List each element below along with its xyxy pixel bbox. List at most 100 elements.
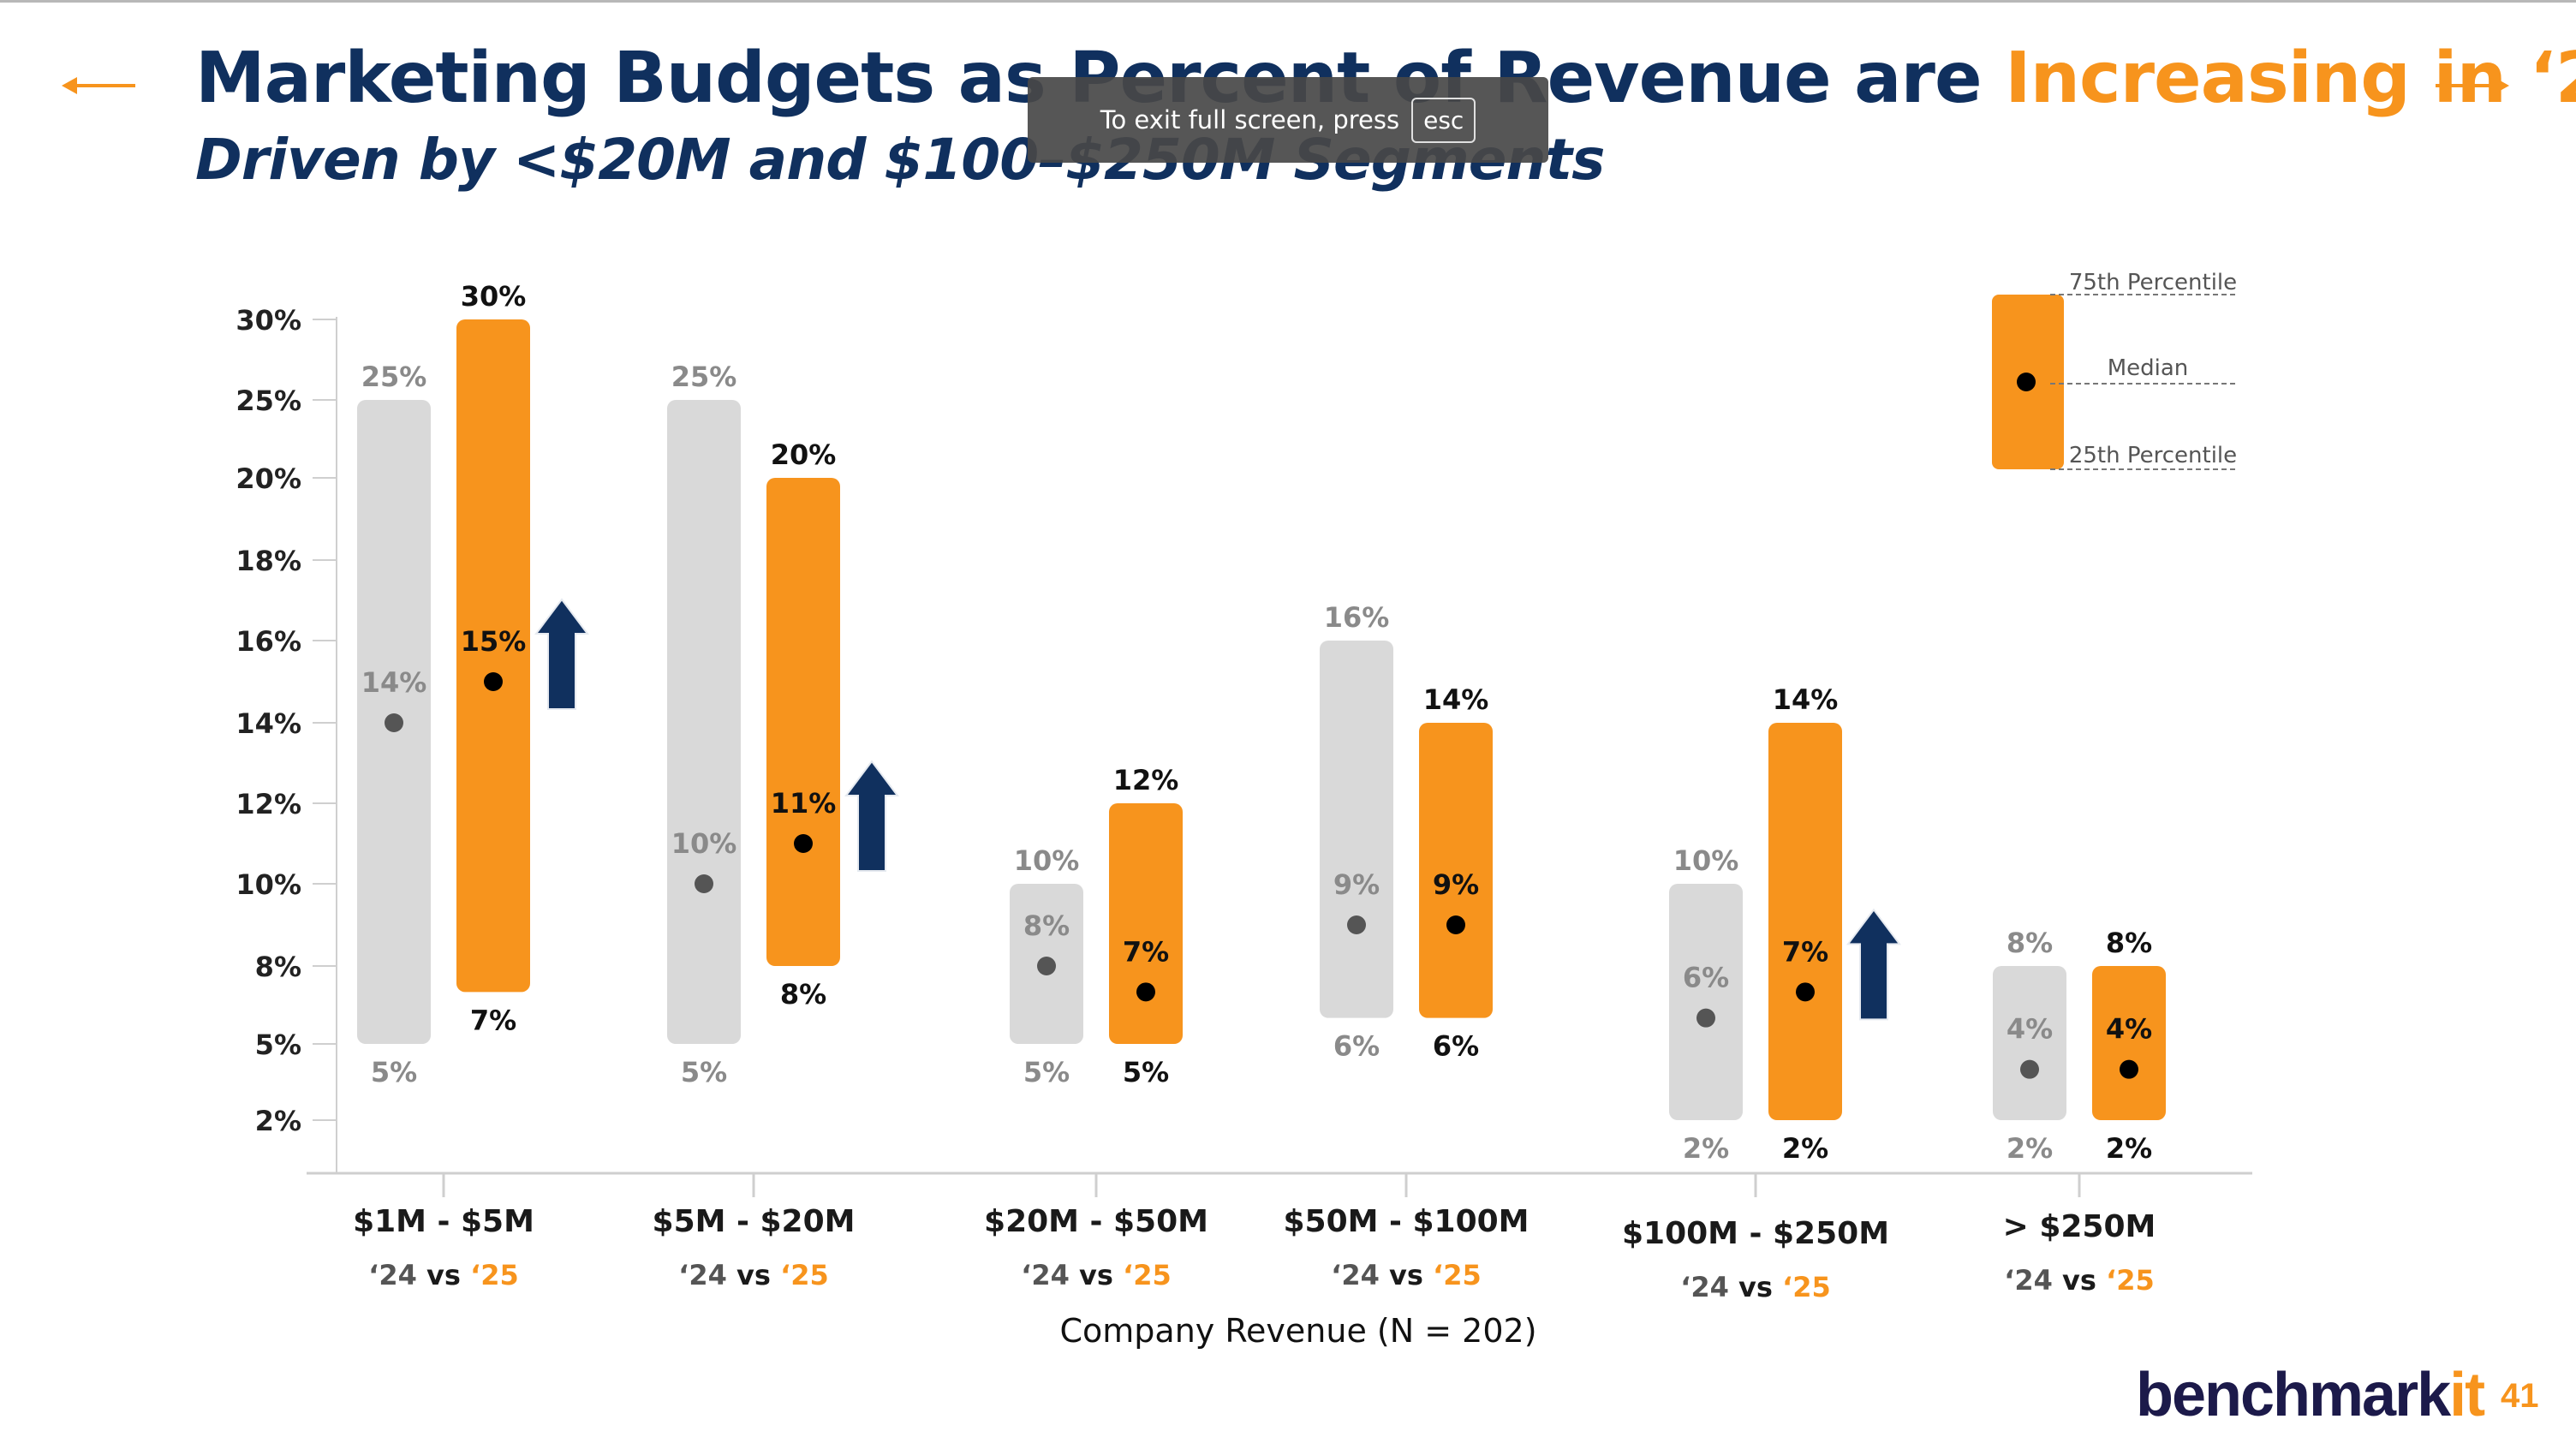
axis-layer: 30% 25% 20% 18% 16% 14% 12% 10% 8% 5% 2%: [236, 304, 2252, 1197]
p75-label: 25%: [671, 361, 737, 393]
p75-label: 12%: [1113, 764, 1179, 796]
median-label: 7%: [1782, 935, 1828, 968]
toast-text: To exit full screen, press: [1100, 105, 1400, 134]
range-bar-grey: [667, 400, 741, 1044]
legend-median-label: Median: [2108, 355, 2189, 381]
legend-median-dot: [2017, 373, 2036, 391]
category-label: $50M - $100M: [1284, 1204, 1530, 1239]
legend-p25-label: 25th Percentile: [2069, 443, 2237, 468]
range-bar-orange: [1109, 803, 1183, 1044]
y-tick-label: 2%: [255, 1105, 301, 1137]
p75-label: 8%: [2007, 927, 2053, 959]
title-highlight: Increasing in ‘25: [2005, 38, 2576, 119]
category-label: $100M - $250M: [1622, 1216, 1889, 1251]
y-tick-label: 16%: [236, 625, 301, 658]
category-label: $5M - $20M: [653, 1204, 856, 1239]
p25-label: 2%: [2106, 1132, 2152, 1165]
median-label: 6%: [1683, 962, 1729, 994]
comparison-year-2025: ‘25: [1123, 1259, 1172, 1291]
range-bar-orange: [1419, 723, 1493, 1018]
category-label: $1M - $5M: [353, 1204, 534, 1239]
x-axis-title: Company Revenue (N = 202): [1059, 1312, 1536, 1350]
comparison-label: ‘24 vs ‘25: [2004, 1264, 2155, 1297]
category-label: $20M - $50M: [984, 1204, 1208, 1239]
p25-label: 7%: [470, 1004, 516, 1036]
p25-label: 5%: [371, 1056, 417, 1088]
comparison-vs: vs: [1389, 1259, 1433, 1291]
comparison-label: ‘24 vs ‘25: [1021, 1259, 1172, 1291]
p75-label: 25%: [361, 361, 427, 393]
comparison-vs: vs: [2062, 1264, 2106, 1297]
comparison-year-2024: ‘24: [678, 1259, 736, 1291]
range-bar-grey: [1669, 884, 1743, 1120]
median-dot-orange: [484, 672, 503, 691]
increase-arrow-icon: [534, 598, 589, 710]
p75-label: 8%: [2106, 927, 2152, 959]
y-tick-label: 14%: [236, 707, 301, 740]
median-dot-orange: [1446, 915, 1465, 934]
y-tick-label: 25%: [236, 385, 301, 417]
median-dot-orange: [794, 834, 813, 853]
comparison-year-2025: ‘25: [1782, 1271, 1831, 1303]
median-dot-orange: [1796, 982, 1815, 1002]
median-label: 4%: [2007, 1013, 2053, 1046]
top-rule: [0, 0, 2576, 3]
arrow-right-icon[interactable]: [2432, 60, 2511, 111]
comparison-year-2025: ‘25: [780, 1259, 829, 1291]
labels-layer: $1M - $5M ‘24 vs ‘25 25% 5% 14% 30% 7% 15% $5M -…: [353, 280, 2156, 1350]
median-label: 14%: [361, 666, 427, 699]
p25-label: 5%: [1023, 1056, 1070, 1088]
p25-label: 2%: [1782, 1132, 1828, 1165]
comparison-label: ‘24 vs ‘25: [368, 1259, 519, 1291]
y-tick-label: 18%: [236, 545, 301, 577]
comparison-year-2024: ‘24: [1021, 1259, 1079, 1291]
p25-label: 6%: [1433, 1030, 1479, 1063]
median-label: 4%: [2106, 1013, 2152, 1046]
y-tick-label: 30%: [236, 304, 301, 337]
comparison-year-2025: ‘25: [1433, 1259, 1482, 1291]
median-dot-grey: [1696, 1008, 1715, 1028]
p25-label: 5%: [681, 1056, 727, 1088]
brand-logo: benchmarkit: [2136, 1360, 2485, 1430]
median-label: 10%: [671, 827, 737, 860]
range-bar-orange: [766, 478, 840, 966]
comparison-year-2025: ‘25: [2106, 1264, 2155, 1297]
median-label: 9%: [1433, 868, 1479, 901]
y-tick-label: 20%: [236, 462, 301, 495]
p25-label: 2%: [2007, 1132, 2053, 1165]
category-label: > $250M: [2003, 1209, 2156, 1244]
median-label: 7%: [1123, 935, 1169, 968]
range-bar-grey: [1320, 641, 1393, 1018]
page-number: 41: [2501, 1377, 2539, 1415]
y-tick-label: 8%: [255, 951, 301, 983]
comparison-label: ‘24 vs ‘25: [678, 1259, 829, 1291]
esc-key-hint[interactable]: esc: [1411, 97, 1476, 143]
legend: 75th Percentile Median 25th Percentile: [1992, 270, 2237, 470]
comparison-year-2025: ‘25: [470, 1259, 519, 1291]
comparison-label: ‘24 vs ‘25: [1331, 1259, 1482, 1291]
legend-p75-label: 75th Percentile: [2069, 270, 2237, 295]
median-label: 15%: [461, 625, 527, 658]
y-tick-label: 10%: [236, 868, 301, 901]
comparison-vs: vs: [426, 1259, 470, 1291]
p75-label: 14%: [1423, 683, 1489, 716]
median-dot-orange: [1136, 982, 1155, 1002]
comparison-label: ‘24 vs ‘25: [1680, 1271, 1831, 1303]
p75-label: 20%: [771, 438, 837, 471]
increase-arrow-icon: [1846, 908, 1901, 1021]
comparison-vs: vs: [1738, 1271, 1782, 1303]
median-dot-grey: [1037, 957, 1056, 975]
comparison-year-2024: ‘24: [1680, 1271, 1738, 1303]
brand-main: benchmark: [2136, 1361, 2451, 1429]
p75-label: 10%: [1014, 844, 1080, 877]
brand-accent: it: [2449, 1361, 2485, 1429]
arrow-left-icon[interactable]: [60, 60, 139, 111]
comparison-year-2024: ‘24: [2004, 1264, 2062, 1297]
p25-label: 8%: [780, 978, 826, 1011]
p75-label: 10%: [1673, 844, 1739, 877]
bars-layer: [357, 319, 2166, 1120]
median-dot-grey: [2020, 1059, 2039, 1079]
y-tick-label: 12%: [236, 788, 301, 820]
comparison-vs: vs: [736, 1259, 780, 1291]
p75-label: 30%: [461, 280, 527, 313]
